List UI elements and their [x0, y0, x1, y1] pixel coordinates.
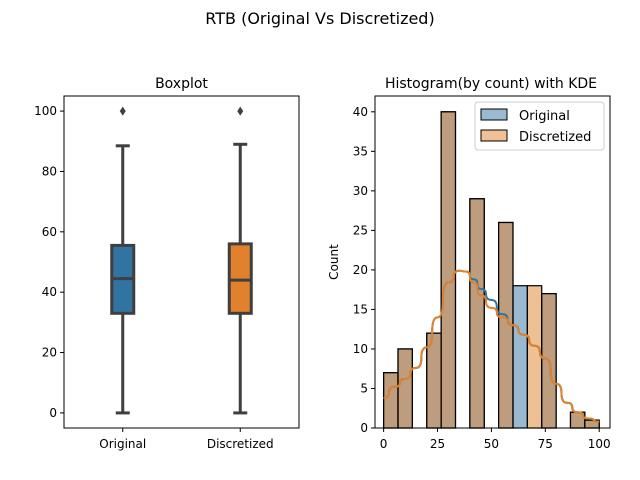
- x-tick-label: Original: [99, 437, 146, 451]
- outlier-point: [237, 106, 244, 116]
- bar-discretized: [526, 285, 543, 429]
- x-tick-label: 75: [538, 437, 553, 451]
- bar-discretized: [383, 372, 399, 429]
- histogram-title: Histogram(by count) with KDE: [385, 76, 597, 92]
- y-tick-label: 0: [49, 406, 57, 420]
- figure-suptitle: RTB (Original Vs Discretized): [205, 9, 434, 28]
- y-tick-label: 20: [42, 346, 57, 360]
- box-discretized: [227, 242, 253, 315]
- x-tick-label: 0: [380, 437, 388, 451]
- y-tick-label: 40: [42, 285, 57, 299]
- y-tick-label: 20: [353, 263, 368, 277]
- histogram-frame: [374, 95, 611, 429]
- bar-discretized: [440, 111, 457, 429]
- y-tick-label: 60: [42, 225, 57, 239]
- bar-discretized: [397, 348, 413, 429]
- x-tick-label: 25: [430, 437, 445, 451]
- boxplot-frame: [63, 95, 300, 429]
- x-tick-label: Discretized: [207, 437, 274, 451]
- boxplot-marks: 0 20 40 60 80 100 Original Discretized: [34, 104, 274, 451]
- y-tick-label: 35: [353, 144, 368, 158]
- legend-swatch-original: [480, 108, 508, 121]
- y-tick-label: 80: [42, 164, 57, 178]
- histogram-ylabel: Count: [327, 244, 341, 280]
- y-tick-label: 15: [353, 302, 368, 316]
- legend-swatch-discretized: [480, 129, 508, 142]
- x-tick-label: 50: [484, 437, 499, 451]
- bar-discretized: [469, 198, 485, 429]
- y-tick-label: 10: [353, 342, 368, 356]
- kde-line-discretized: [383, 269, 600, 423]
- histogram-marks: 0 5 10 15 20 25 30 35 40 0 25 50 75 100: [353, 105, 611, 451]
- outlier-point: [119, 106, 126, 116]
- y-tick-label: 100: [34, 104, 57, 118]
- histogram-legend: Original Discretized: [474, 101, 605, 151]
- y-tick-label: 30: [353, 184, 368, 198]
- legend-label-original: Original: [519, 109, 570, 124]
- y-tick-label: 40: [353, 105, 368, 119]
- boxplot-title: Boxplot: [155, 76, 208, 92]
- y-tick-label: 5: [360, 381, 368, 395]
- histogram-panel: Histogram(by count) with KDE Count 0 5 10 1…: [327, 76, 611, 451]
- y-tick-label: 0: [360, 421, 368, 435]
- kde-line-original: [383, 269, 600, 423]
- boxplot-panel: Boxplot 0 20 40 60 80 100 Original Discretized: [34, 76, 300, 451]
- x-tick-label: 100: [588, 437, 611, 451]
- bar-original: [512, 285, 528, 429]
- y-tick-label: 25: [353, 223, 368, 237]
- legend-label-discretized: Discretized: [519, 130, 591, 145]
